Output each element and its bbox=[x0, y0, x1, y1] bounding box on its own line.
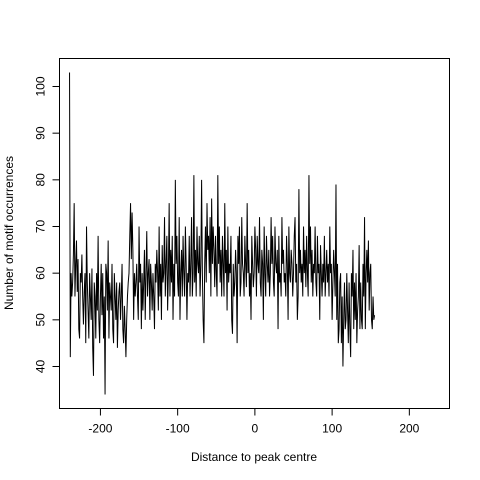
x-tick-label: -200 bbox=[88, 422, 112, 436]
x-tick-label: -100 bbox=[166, 422, 190, 436]
y-tick-label: 50 bbox=[34, 313, 48, 327]
x-axis-label: Distance to peak centre bbox=[191, 450, 317, 464]
y-axis: 40 50 60 70 80 90 100 bbox=[34, 76, 60, 373]
y-tick-label: 80 bbox=[34, 173, 48, 187]
series-line bbox=[69, 72, 376, 395]
x-tick-label: 200 bbox=[399, 422, 419, 436]
y-axis-label: Number of motif occurrences bbox=[2, 156, 16, 310]
y-tick-label: 70 bbox=[34, 220, 48, 234]
y-tick-label: 40 bbox=[34, 360, 48, 374]
x-axis: -200 -100 0 100 200 bbox=[88, 408, 420, 436]
x-tick-label: 100 bbox=[322, 422, 342, 436]
y-tick-label: 90 bbox=[34, 126, 48, 140]
y-tick-label: 60 bbox=[34, 266, 48, 280]
x-tick-label: 0 bbox=[252, 422, 259, 436]
y-tick-label: 100 bbox=[34, 76, 48, 96]
